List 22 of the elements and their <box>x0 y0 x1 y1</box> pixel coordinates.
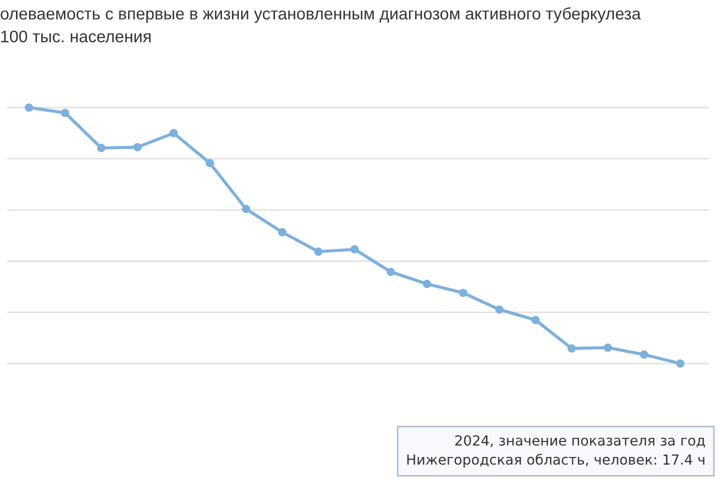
point <box>60 108 70 118</box>
point <box>604 343 612 352</box>
point <box>676 359 684 368</box>
point <box>458 288 468 298</box>
point <box>386 268 395 276</box>
chart-title: олеваемость с впервые в жизни установленным диагнозом активного туберкулеза 100 тыс. населения <box>0 7 641 42</box>
text: 2024, значение показателя за год <box>455 435 705 448</box>
point <box>640 350 648 359</box>
point <box>97 144 106 152</box>
point <box>350 245 359 254</box>
point <box>422 280 432 288</box>
text: Нижегородская область, человек: 17.4 ч <box>407 454 704 468</box>
point <box>568 344 576 353</box>
point <box>278 228 286 236</box>
point <box>24 103 34 112</box>
point <box>133 143 142 152</box>
point <box>206 158 214 168</box>
point <box>169 128 178 138</box>
point <box>495 305 504 314</box>
point <box>314 247 323 256</box>
point <box>531 316 540 324</box>
point <box>242 204 250 214</box>
